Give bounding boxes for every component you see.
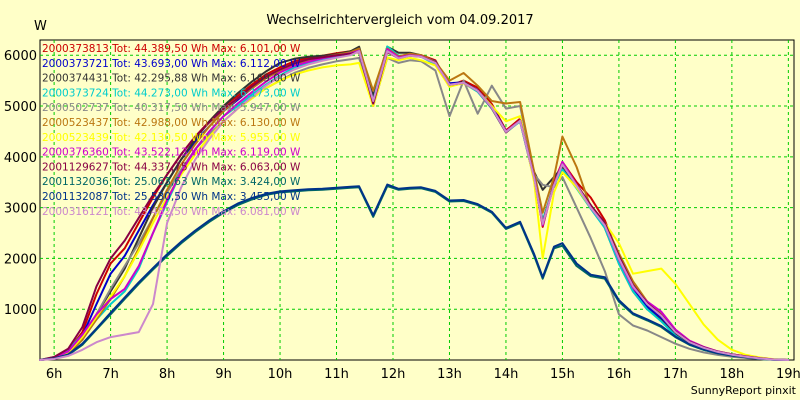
x-tick-label: 10h [268, 367, 293, 382]
x-tick-label: 17h [663, 367, 688, 382]
y-tick-label: 5000 [4, 100, 37, 115]
y-axis-ticks: 1000 2000 3000 4000 5000 6000 [4, 49, 37, 318]
y-tick-label: 3000 [4, 202, 37, 217]
x-tick-label: 18h [719, 367, 744, 382]
legend-entry-11: 2001132087 Tot: 25.530,50 Wh Max: 3.455,… [42, 191, 301, 203]
x-tick-label: 6h [46, 367, 63, 382]
x-tick-label: 14h [494, 367, 519, 382]
x-axis-ticks: 6h 7h 8h 9h 10h 11h 12h 13h 14h 15h 16h 17h 18h 19h [46, 367, 800, 382]
legend-entry-10: 2001132036 Tot: 25.063,63 Wh Max: 3.424,… [42, 176, 301, 188]
legend-entry-2: 2000373721 Tot: 43.693,00 Wh Max: 6.112,… [42, 58, 301, 70]
series-line-12 [39, 50, 790, 361]
y-axis-unit: W [34, 19, 47, 34]
credit-text: SunnyReport pinxit [691, 384, 797, 397]
y-tick-label: 6000 [4, 49, 37, 64]
x-tick-label: 12h [381, 367, 406, 382]
y-tick-label: 4000 [4, 151, 37, 166]
legend: 2000373813 Tot: 44.389,50 Wh Max: 6.101,… [42, 43, 301, 218]
legend-entry-5: 2000502737 Tot: 40.317,50 Wh Max: 5.947,… [42, 102, 301, 114]
x-tick-label: 16h [607, 367, 632, 382]
series-lines [39, 45, 790, 361]
y-tick-label: 2000 [4, 252, 37, 267]
x-tick-label: 11h [324, 367, 349, 382]
legend-entry-4: 2000373724 Tot: 44.273,00 Wh Max: 6.173,… [42, 87, 301, 99]
legend-entry-3: 2000374431 Tot: 42.295,88 Wh Max: 6.169,… [42, 73, 301, 85]
x-tick-label: 9h [215, 367, 232, 382]
series-line-11 [39, 183, 790, 361]
x-tick-label: 19h [776, 367, 800, 382]
legend-entry-7: 2000523439 Tot: 42.130,50 Wh Max: 5.955,… [42, 132, 301, 144]
x-tick-label: 15h [550, 367, 575, 382]
legend-entry-6: 2000523437 Tot: 42.988,00 Wh Max: 6.130,… [42, 117, 301, 129]
chart-title: Wechselrichtervergleich vom 04.09.2017 [266, 13, 533, 28]
legend-entry-8: 2000376360 Tot: 43.522,13 Wh Max: 6.119,… [42, 147, 301, 159]
series-line-5 [39, 56, 790, 361]
grid-lines [40, 40, 794, 360]
x-tick-label: 7h [102, 367, 119, 382]
legend-entry-12: 2000316121 Tot: 43.482,50 Wh Max: 6.081,… [42, 206, 301, 218]
x-tick-label: 13h [437, 367, 462, 382]
legend-entry-1: 2000373813 Tot: 44.389,50 Wh Max: 6.101,… [42, 43, 301, 55]
y-tick-label: 1000 [4, 303, 37, 318]
x-tick-label: 8h [159, 367, 176, 382]
legend-entry-9: 2001129627 Tot: 44.337,75 Wh Max: 6.063,… [42, 161, 301, 173]
